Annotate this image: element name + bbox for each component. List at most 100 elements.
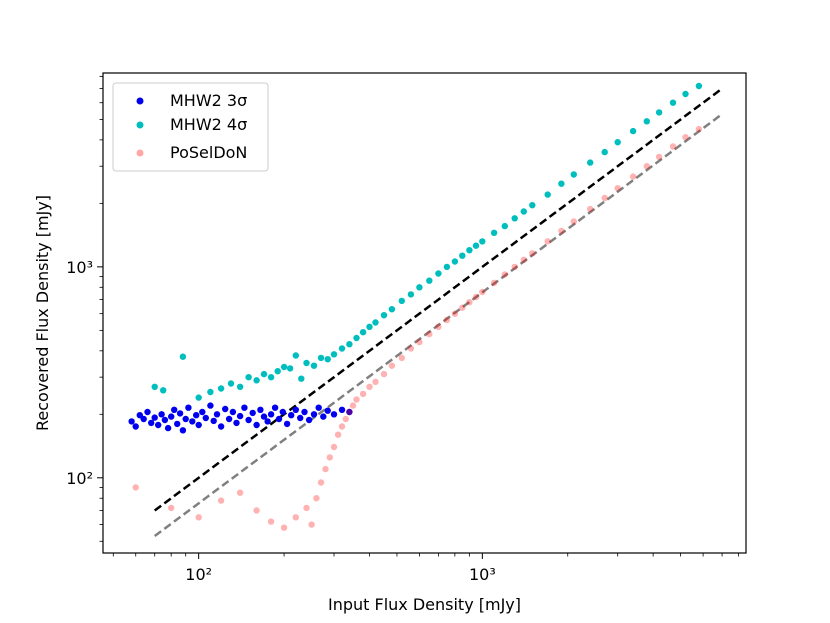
data-point-series-1 — [544, 191, 551, 198]
data-point-series-2 — [407, 345, 415, 352]
data-point-series-0 — [264, 418, 271, 425]
legend-label-mhw2-4sigma: MHW2 4σ — [170, 115, 247, 134]
data-point-series-2 — [372, 378, 379, 386]
data-point-series-2 — [655, 153, 663, 161]
data-point-series-0 — [199, 408, 206, 416]
data-point-series-1 — [629, 127, 637, 135]
data-point-series-1 — [195, 394, 202, 401]
data-point-series-2 — [303, 504, 310, 512]
data-point-series-0 — [189, 418, 196, 425]
data-point-series-0 — [151, 414, 158, 421]
data-point-series-1 — [260, 370, 268, 378]
data-point-series-1 — [236, 383, 244, 390]
data-point-series-2 — [570, 218, 577, 225]
legend-marker-mhw2-4sigma — [136, 121, 144, 129]
data-point-series-0 — [315, 404, 322, 411]
data-point-series-2 — [643, 163, 650, 170]
x-tick-label: 10³ — [469, 565, 496, 584]
data-point-series-0 — [330, 411, 338, 418]
data-point-series-0 — [324, 407, 331, 414]
data-point-series-1 — [520, 208, 527, 215]
data-point-series-1 — [366, 323, 373, 330]
data-point-series-2 — [349, 402, 357, 409]
data-point-series-1 — [330, 351, 338, 358]
data-point-series-2 — [313, 495, 320, 502]
data-point-series-2 — [326, 454, 333, 461]
reference-line-1 — [153, 113, 723, 538]
data-point-series-0 — [260, 413, 268, 420]
y-tick-label: 10² — [66, 469, 93, 488]
data-point-series-2 — [398, 354, 405, 362]
legend-box — [112, 82, 269, 172]
data-point-series-1 — [346, 341, 353, 348]
data-point-series-0 — [210, 417, 217, 425]
data-point-series-1 — [310, 362, 318, 369]
data-point-series-0 — [144, 408, 151, 416]
data-point-series-2 — [132, 484, 139, 491]
reference-lines — [153, 87, 723, 538]
y-axis-label: Recovered Flux Density [mJy] — [33, 195, 52, 431]
data-point-series-2 — [472, 293, 480, 301]
data-point-series-1 — [207, 388, 214, 396]
y-tick-label: 10³ — [66, 258, 93, 277]
data-point-series-1 — [490, 229, 498, 236]
data-point-series-2 — [346, 408, 353, 416]
data-point-series-2 — [682, 134, 689, 141]
data-point-series-1 — [416, 284, 423, 291]
data-point-series-0 — [195, 421, 202, 429]
data-point-series-0 — [267, 411, 275, 418]
data-point-series-0 — [253, 421, 260, 429]
data-point-series-2 — [236, 489, 244, 496]
data-point-series-2 — [253, 507, 260, 514]
data-point-series-2 — [280, 524, 288, 531]
data-point-series-2 — [267, 518, 275, 525]
data-point-series-0 — [128, 418, 135, 425]
data-point-series-0 — [217, 423, 225, 430]
data-point-series-2 — [342, 415, 349, 423]
data-point-series-1 — [443, 263, 451, 271]
data-point-series-0 — [193, 412, 200, 419]
data-point-series-2 — [435, 323, 442, 330]
data-point-series-2 — [388, 362, 396, 369]
data-point-series-1 — [614, 139, 621, 146]
data-point-series-2 — [359, 390, 367, 398]
axis-ticks: 10² 10³ 10² 10³ — [66, 75, 739, 584]
data-point-series-2 — [443, 316, 451, 324]
data-point-series-1 — [292, 352, 299, 359]
data-point-series-1 — [570, 171, 577, 178]
data-point-series-2 — [520, 256, 527, 263]
data-point-series-2 — [490, 279, 498, 286]
data-point-series-1 — [426, 277, 433, 284]
data-point-series-1 — [669, 99, 677, 106]
data-point-series-2 — [322, 465, 329, 473]
data-point-series-1 — [479, 238, 486, 245]
data-point-series-1 — [253, 377, 260, 384]
data-point-series-1 — [682, 90, 689, 98]
data-point-series-0 — [171, 406, 178, 413]
data-point-series-1 — [179, 353, 187, 360]
plot-frame — [102, 72, 747, 554]
legend-label-poseldon: PoSelDoN — [170, 143, 247, 162]
data-point-series-0 — [292, 406, 299, 413]
data-point-series-0 — [346, 408, 353, 416]
data-point-series-2 — [459, 304, 466, 311]
data-point-series-2 — [511, 263, 518, 271]
data-point-series-2 — [308, 521, 315, 528]
data-point-series-2 — [317, 479, 325, 486]
data-point-series-1 — [303, 359, 310, 367]
data-point-series-0 — [225, 415, 233, 423]
data-point-series-2 — [334, 431, 342, 438]
data-point-series-1 — [245, 374, 252, 381]
data-point-series-1 — [695, 82, 703, 90]
x-axis-label: Input Flux Density [mJy] — [328, 595, 521, 614]
data-point-series-1 — [267, 374, 275, 381]
data-point-series-0 — [236, 412, 244, 420]
data-point-series-2 — [380, 370, 388, 378]
data-point-series-1 — [338, 345, 346, 352]
data-point-series-1 — [466, 247, 473, 254]
data-point-series-2 — [529, 250, 536, 257]
data-point-series-1 — [459, 252, 466, 259]
data-point-series-2 — [629, 173, 637, 180]
data-point-series-2 — [338, 423, 346, 430]
